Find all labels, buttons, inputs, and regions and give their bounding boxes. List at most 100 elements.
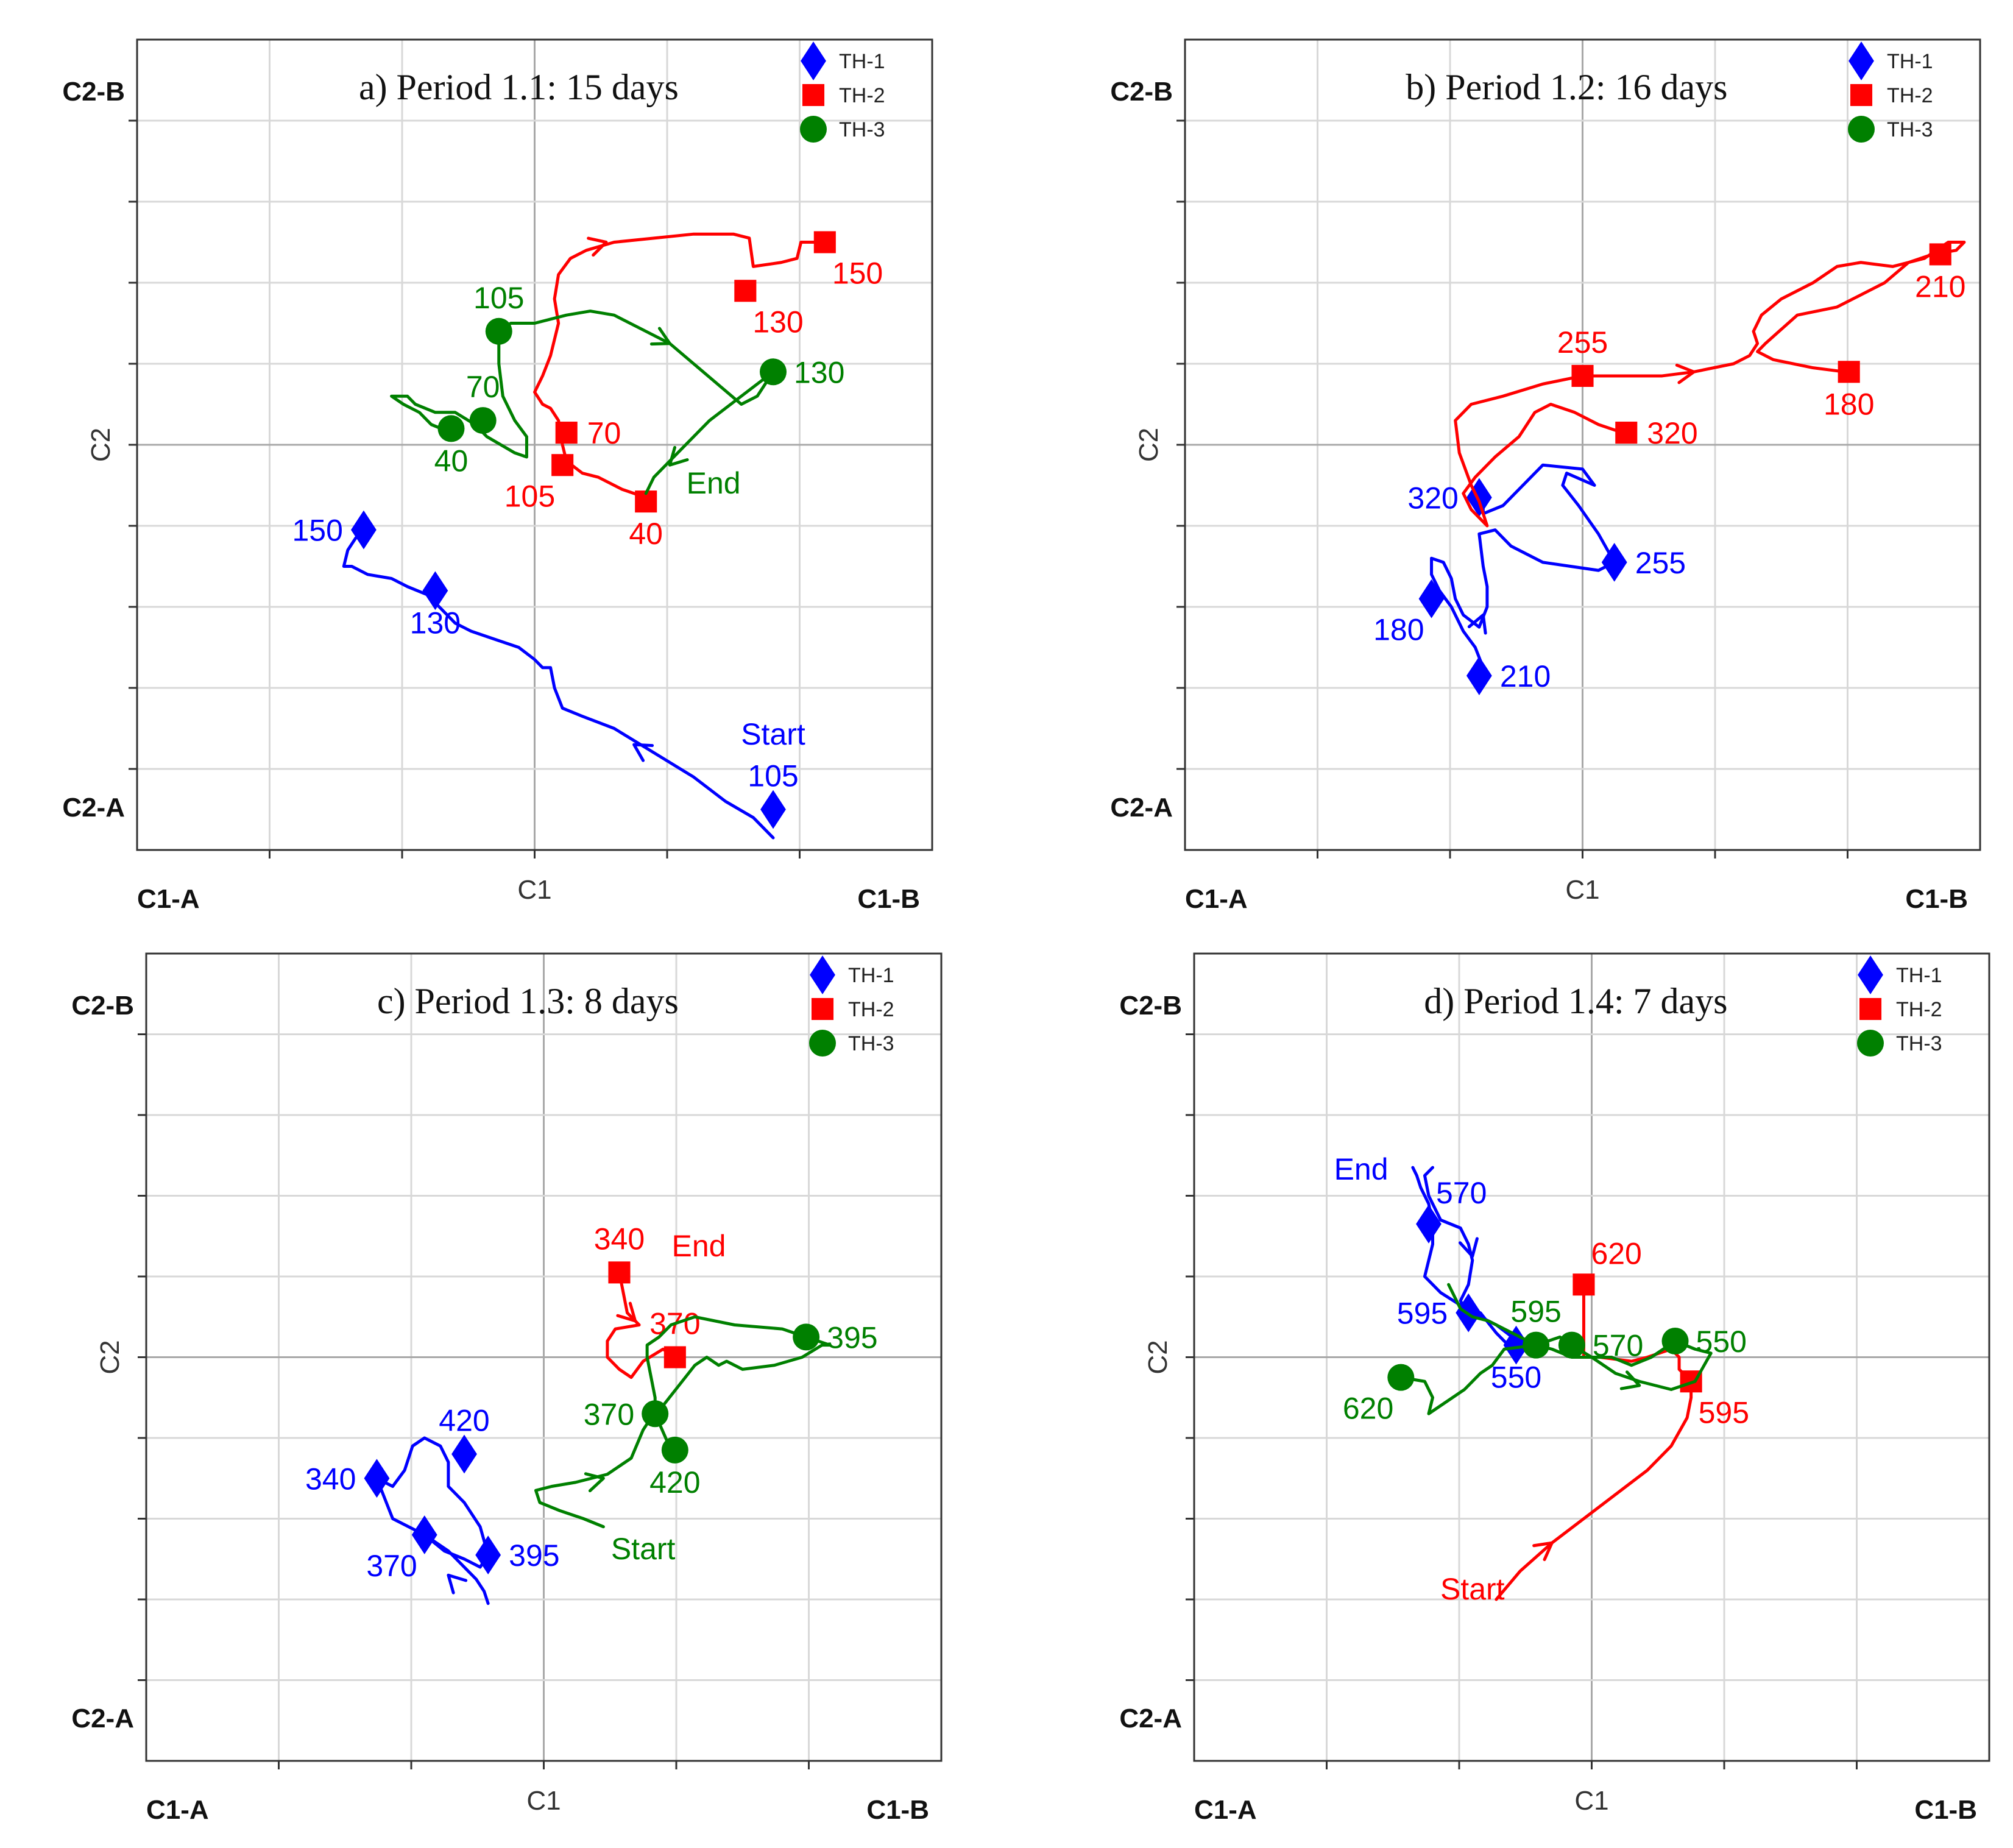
chart-panel-3: C2-B C2-A C1-A C1-B C1 C2 c) Period 1.3: 8 day… <box>71 952 943 1825</box>
legend: TH-1 TH-2 TH-3 <box>1857 955 1942 1057</box>
data-point-marker <box>1523 1331 1550 1359</box>
legend-marker-th-2 <box>811 997 834 1021</box>
direction-arrow <box>1467 613 1487 635</box>
chart-title: a) Period 1.1: 15 days <box>359 67 679 107</box>
data-label: 620 <box>1591 1236 1641 1270</box>
data-label: 570 <box>1593 1329 1643 1363</box>
pole-label-c1-a: C1-A <box>1185 884 1248 914</box>
data-label: 150 <box>292 514 342 548</box>
pole-label-c2-a: C2-A <box>62 793 125 823</box>
data-label: 550 <box>1696 1325 1747 1359</box>
data-label: 105 <box>504 479 555 513</box>
data-point-marker <box>1571 364 1594 387</box>
data-label: 70 <box>466 370 500 404</box>
data-point-marker <box>1416 1204 1442 1244</box>
direction-arrow <box>447 1573 468 1595</box>
data-point-marker <box>469 407 497 434</box>
data-label: 550 <box>1491 1361 1541 1395</box>
data-label: 320 <box>1407 481 1458 515</box>
data-label: 395 <box>509 1538 559 1573</box>
series-th-1: 420 340 370 395 <box>305 1404 560 1605</box>
chart-title: d) Period 1.4: 7 days <box>1424 981 1727 1021</box>
data-label: 340 <box>594 1222 645 1256</box>
legend-entry: TH-2 <box>1887 84 1933 107</box>
direction-arrow <box>1532 1541 1554 1562</box>
trajectory-line <box>533 232 827 499</box>
legend-marker-th-3 <box>800 116 827 143</box>
data-label: 150 <box>832 257 883 291</box>
pole-label-c1-b: C1-B <box>1914 1795 1977 1825</box>
trajectory-line <box>1430 463 1616 670</box>
pole-label-c2-a: C2-A <box>1110 793 1173 823</box>
data-point-marker <box>760 358 787 386</box>
series-th-2: 620 595 Start <box>1440 1236 1749 1606</box>
data-point-marker <box>813 231 836 253</box>
data-label: 595 <box>1510 1295 1561 1329</box>
direction-arrow <box>1619 1370 1641 1390</box>
data-label: 130 <box>752 305 803 339</box>
data-label: 420 <box>649 1465 700 1499</box>
series-th-3: 395 370 420 Start <box>534 1315 878 1566</box>
data-point-marker <box>451 1434 477 1474</box>
data-label: 130 <box>794 355 844 389</box>
data-point-marker <box>760 790 786 829</box>
pole-label-c2-b: C2-B <box>62 77 125 107</box>
trajectory-line <box>342 528 775 840</box>
pole-label-c2-b: C2-B <box>1110 77 1173 107</box>
pole-label-c2-a: C2-A <box>71 1704 134 1733</box>
legend-marker-th-3 <box>809 1030 836 1057</box>
legend-marker-th-1 <box>810 955 835 994</box>
annotation-start: Start <box>1440 1572 1505 1606</box>
data-point-marker <box>555 422 578 444</box>
series-th-1: 180 210 255 320 <box>1373 463 1686 695</box>
direction-arrow <box>668 445 689 467</box>
legend-entry: TH-3 <box>848 1032 894 1055</box>
data-point-marker <box>1601 542 1627 582</box>
legend-marker-th-1 <box>1858 955 1883 994</box>
data-label: 210 <box>1500 659 1551 693</box>
series-th-2: 40 70 105 130 150 <box>504 231 883 551</box>
direction-arrow <box>587 236 608 257</box>
pole-label-c2-a: C2-A <box>1119 1704 1182 1733</box>
legend-marker-th-2 <box>802 83 825 107</box>
direction-arrow <box>1458 1237 1479 1258</box>
x-axis-label: C1 <box>526 1786 561 1816</box>
trajectory-line <box>1454 241 1966 528</box>
data-point-marker <box>1661 1328 1689 1354</box>
legend: TH-1 TH-2 TH-3 <box>800 41 885 143</box>
data-point-marker <box>793 1323 820 1351</box>
data-point-marker <box>485 317 512 345</box>
annotation-start: Start <box>741 717 805 751</box>
legend-marker-th-2 <box>1850 83 1873 107</box>
y-axis-label: C2 <box>86 428 116 462</box>
data-point-marker <box>1558 1331 1585 1359</box>
legend-marker-th-1 <box>801 41 826 80</box>
pole-label-c1-b: C1-B <box>857 884 920 914</box>
legend-entry: TH-2 <box>839 84 885 107</box>
data-label: 340 <box>305 1462 356 1496</box>
data-label: 420 <box>439 1404 489 1438</box>
y-axis-label: C2 <box>95 1340 125 1374</box>
data-point-marker <box>422 571 448 611</box>
pole-label-c1-a: C1-A <box>146 1795 209 1825</box>
chart-title: c) Period 1.3: 8 days <box>377 981 679 1021</box>
legend-entry: TH-2 <box>1896 998 1942 1021</box>
data-label: 180 <box>1824 387 1874 421</box>
legend-entry: TH-3 <box>1887 118 1933 141</box>
chart-panel-4: C2-B C2-A C1-A C1-B C1 C2 d) Period 1.4: 7 day… <box>1119 952 1990 1825</box>
data-point-marker <box>1466 478 1492 517</box>
legend-entry: TH-1 <box>848 964 894 987</box>
x-axis-label: C1 <box>517 875 551 905</box>
series-th-2: 255 320 180 210 <box>1454 241 1966 528</box>
data-label: 370 <box>366 1549 417 1583</box>
data-point-marker <box>1838 361 1860 383</box>
annotation-end: End <box>1334 1152 1389 1186</box>
y-axis-label: C2 <box>1143 1340 1173 1374</box>
data-label: 105 <box>473 281 524 315</box>
chart-panel-1: C2-B C2-A C1-A C1-B C1 C2 a) Period 1.1: 15 da… <box>62 38 933 914</box>
data-label: 395 <box>827 1320 877 1354</box>
chart-title: b) Period 1.2: 16 days <box>1406 67 1727 107</box>
data-label: 40 <box>434 444 469 478</box>
data-point-marker <box>663 1346 686 1368</box>
